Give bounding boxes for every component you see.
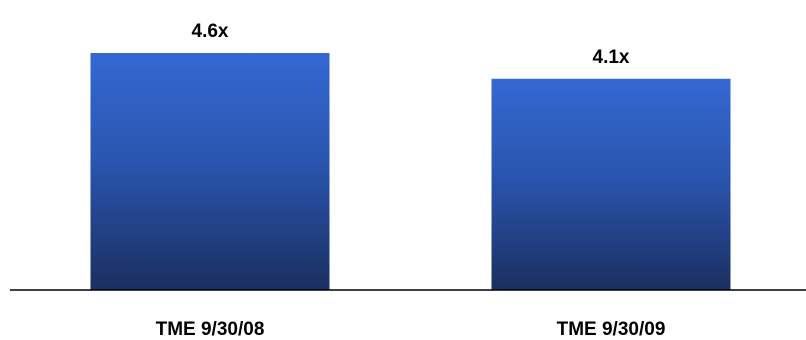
data-label-2: 4.1x <box>593 47 630 68</box>
bars-layer <box>90 53 731 291</box>
data-label-1: 4.6x <box>192 21 229 42</box>
labels-layer: 4.6x TME 9/30/08 4.1x TME 9/30/09 <box>156 21 666 340</box>
x-tick-label-1: TME 9/30/08 <box>156 319 265 340</box>
bar-2 <box>491 78 731 291</box>
x-tick-label-2: TME 9/30/09 <box>557 319 666 340</box>
bar-1 <box>90 53 330 290</box>
